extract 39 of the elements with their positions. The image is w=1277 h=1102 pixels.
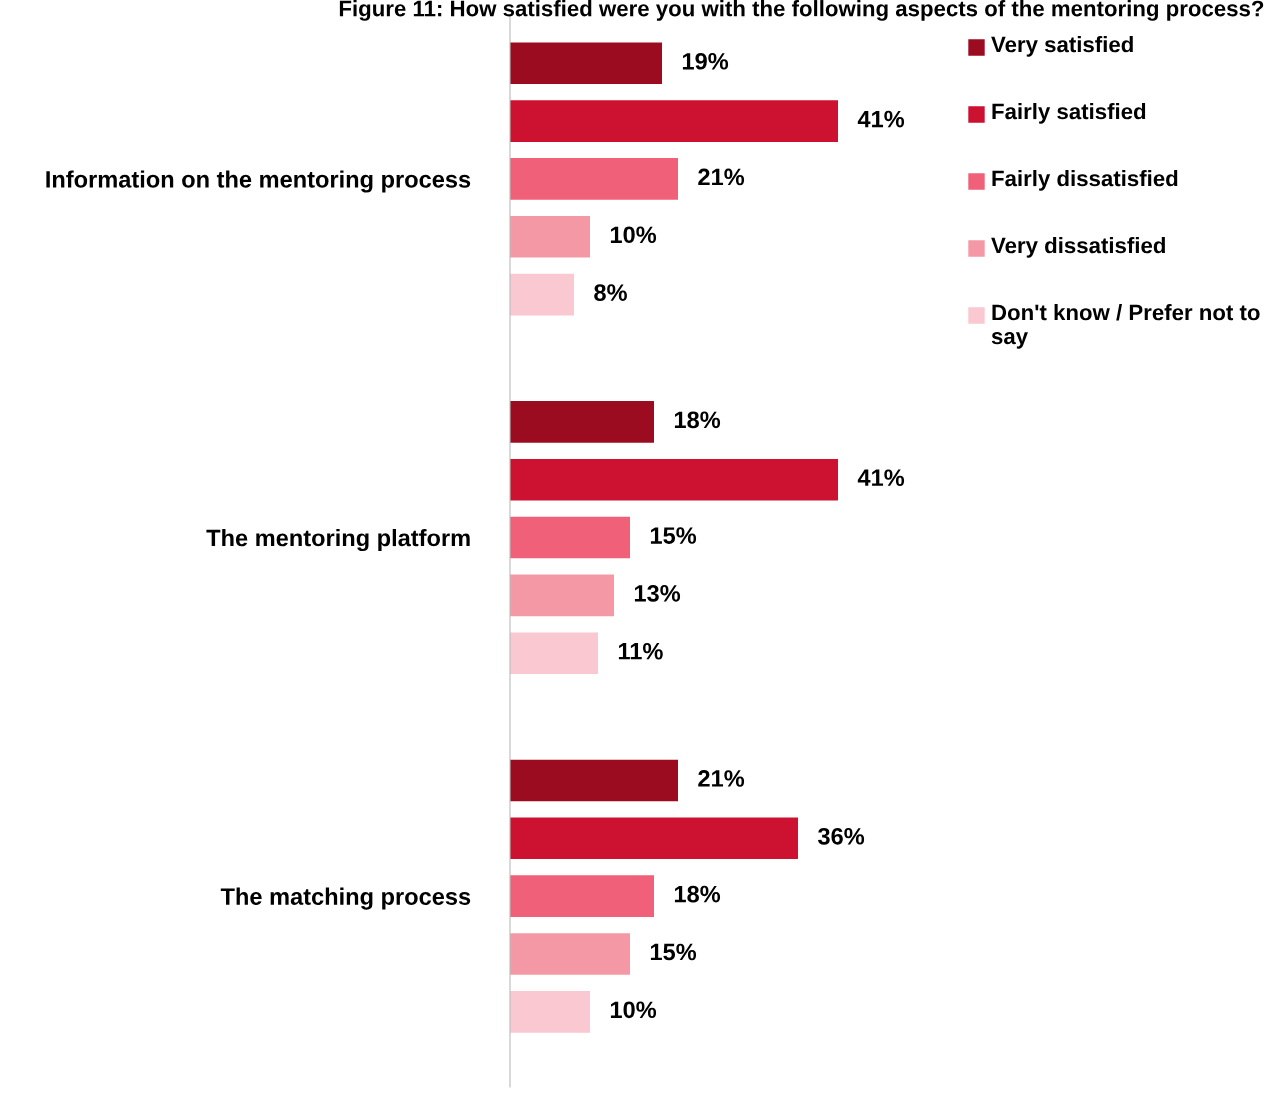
bar: [510, 632, 598, 675]
bar: [510, 42, 662, 85]
data-label: 15%: [650, 943, 697, 961]
data-label: 8%: [594, 284, 627, 301]
legend-label: Very satisfied: [991, 36, 1133, 57]
bar: [510, 933, 630, 975]
data-label: 18%: [674, 885, 721, 903]
bar: [510, 273, 574, 316]
data-label: 13%: [634, 585, 681, 602]
legend-label: Very dissatisfied: [991, 237, 1165, 258]
chart-title: Figure 11: How satisfied were you with the following aspects of the mentoring process?: [339, 0, 1264, 21]
data-label: 21%: [698, 770, 745, 787]
bar: [510, 215, 590, 258]
data-label: 15%: [650, 527, 697, 544]
bar: [510, 990, 590, 1033]
y-tick-label: The mentoring platform: [206, 528, 470, 552]
data-label: 19%: [682, 52, 729, 70]
y-tick-label: The matching process: [220, 887, 471, 910]
bar: [510, 100, 838, 142]
legend-label: Fairly satisfied: [992, 103, 1146, 124]
bar: [510, 516, 630, 559]
data-label: 41%: [857, 110, 905, 128]
y-tick-label: Information on the mentoring process: [46, 170, 471, 193]
data-label: 41%: [857, 469, 905, 486]
bar: [510, 817, 798, 860]
data-label: 36%: [817, 827, 865, 845]
bar: [510, 759, 678, 802]
bar: [510, 401, 654, 443]
bar: [510, 574, 614, 617]
data-label: 10%: [610, 1001, 657, 1019]
data-label: 21%: [698, 168, 745, 186]
legend-label: Don't know / Prefer not to say: [991, 304, 1260, 349]
data-label: 10%: [610, 226, 657, 244]
bar: [510, 875, 654, 917]
data-label: 11%: [618, 642, 663, 660]
bar: [510, 158, 678, 200]
data-label: 18%: [674, 411, 721, 429]
legend-label: Fairly dissatisfied: [992, 170, 1178, 191]
bar: [510, 458, 838, 501]
